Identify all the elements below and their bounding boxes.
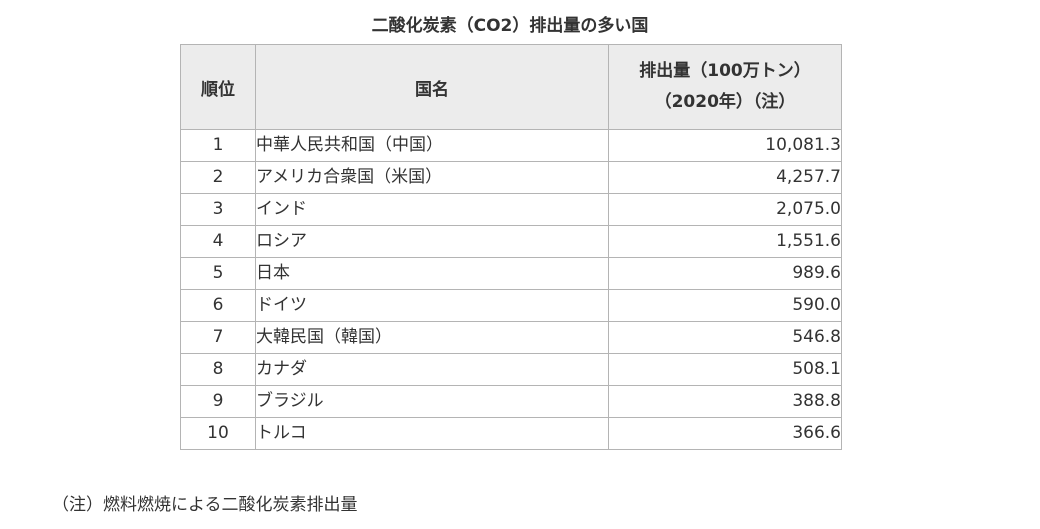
rank-cell: 10 (180, 417, 256, 450)
table-row: 7 大韓民国（韓国） 546.8 (180, 321, 842, 354)
header-row: 順位 国名 排出量（100万トン） （2020年）（注） (180, 44, 842, 130)
rank-cell: 5 (180, 257, 256, 290)
table-row: 9 ブラジル 388.8 (180, 385, 842, 418)
country-cell: アメリカ合衆国（米国） (255, 161, 609, 194)
rank-cell: 9 (180, 385, 256, 418)
rank-cell: 7 (180, 321, 256, 354)
header-emissions: 排出量（100万トン） （2020年）（注） (608, 44, 842, 130)
country-cell: カナダ (255, 353, 609, 386)
country-cell: インド (255, 193, 609, 226)
table-row: 5 日本 989.6 (180, 257, 842, 290)
country-cell: トルコ (255, 417, 609, 450)
emissions-value-cell: 366.6 (608, 417, 842, 450)
country-cell: 中華人民共和国（中国） (255, 129, 609, 162)
emissions-value-cell: 1,551.6 (608, 225, 842, 258)
table-title: 二酸化炭素（CO2）排出量の多い国 (371, 16, 649, 36)
header-rank: 順位 (180, 44, 256, 130)
emissions-value-cell: 4,257.7 (608, 161, 842, 194)
emissions-value-cell: 2,075.0 (608, 193, 842, 226)
table-row: 6 ドイツ 590.0 (180, 289, 842, 322)
emissions-table: 順位 国名 排出量（100万トン） （2020年）（注） 1 中華人民共和国（中国… (180, 44, 842, 450)
country-cell: ブラジル (255, 385, 609, 418)
header-emissions-year: （2020年）（注） (654, 92, 796, 112)
rank-cell: 8 (180, 353, 256, 386)
rank-cell: 2 (180, 161, 256, 194)
table-row: 4 ロシア 1,551.6 (180, 225, 842, 258)
rank-cell: 4 (180, 225, 256, 258)
table-row: 10 トルコ 366.6 (180, 417, 842, 450)
emissions-value-cell: 508.1 (608, 353, 842, 386)
table-row: 1 中華人民共和国（中国） 10,081.3 (180, 129, 842, 162)
country-cell: ロシア (255, 225, 609, 258)
footnote: （注）燃料燃焼による二酸化炭素排出量 (52, 495, 358, 515)
country-cell: 大韓民国（韓国） (255, 321, 609, 354)
rank-cell: 3 (180, 193, 256, 226)
table-row: 2 アメリカ合衆国（米国） 4,257.7 (180, 161, 842, 194)
rank-cell: 1 (180, 129, 256, 162)
emissions-value-cell: 989.6 (608, 257, 842, 290)
country-cell: ドイツ (255, 289, 609, 322)
emissions-value-cell: 590.0 (608, 289, 842, 322)
emissions-value-cell: 10,081.3 (608, 129, 842, 162)
country-cell: 日本 (255, 257, 609, 290)
emissions-value-cell: 546.8 (608, 321, 842, 354)
table-row: 8 カナダ 508.1 (180, 353, 842, 386)
emissions-value-cell: 388.8 (608, 385, 842, 418)
table-row: 3 インド 2,075.0 (180, 193, 842, 226)
header-country: 国名 (255, 44, 609, 130)
rank-cell: 6 (180, 289, 256, 322)
header-emissions-unit: 排出量（100万トン） (639, 61, 811, 81)
